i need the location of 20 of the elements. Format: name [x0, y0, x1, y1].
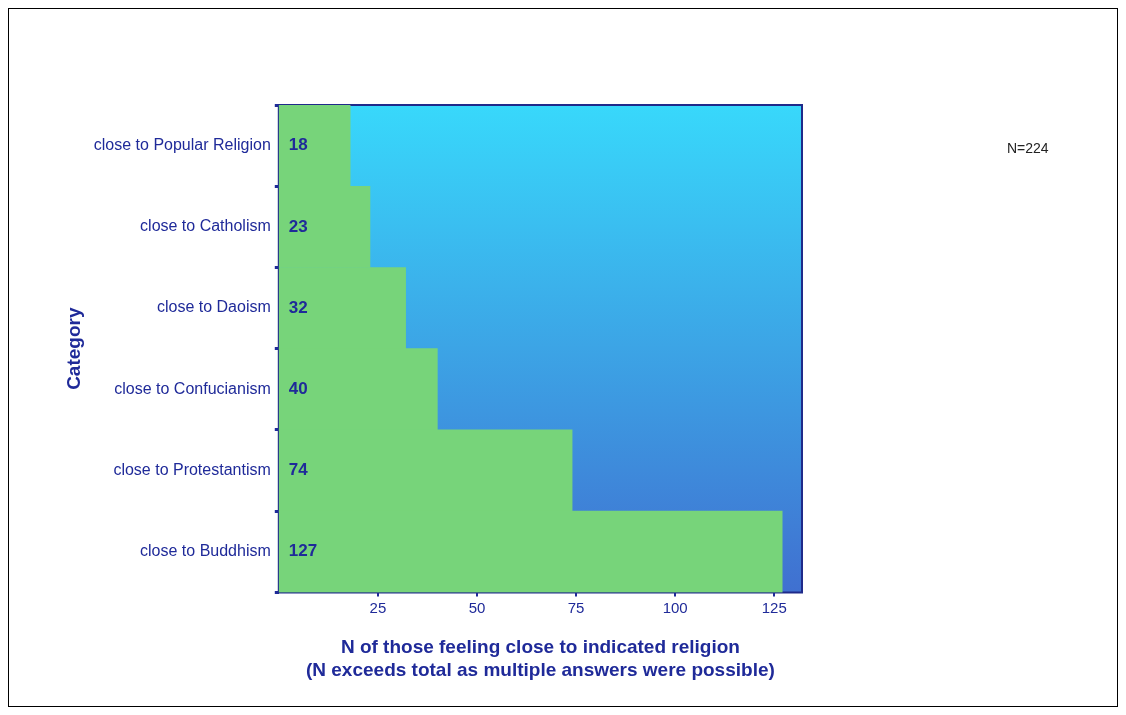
data-label: 18 — [288, 135, 308, 155]
text: N=224 — [1007, 139, 1049, 156]
x-tick-label: 50 — [468, 598, 486, 616]
y-tick-label: close to Protestantism — [113, 460, 271, 478]
y-tick-label: close to Catholism — [140, 217, 271, 235]
x-tick-label: 75 — [567, 598, 585, 616]
x-axis-title: N of those feeling close to indicated religion (N exceeds total as multiple answers were possible) — [305, 636, 775, 680]
x-tick-label: 25 — [369, 598, 387, 616]
y-tick-label: close to Confucianism — [114, 379, 271, 397]
x-tick-label: 100 — [662, 598, 688, 616]
data-label: 23 — [288, 216, 308, 236]
data-label: 127 — [288, 541, 318, 561]
y-axis-title: Category — [62, 307, 84, 390]
data-label: 40 — [288, 379, 308, 398]
y-tick-label: close to Buddhism — [140, 542, 271, 560]
x-tick-label: 125 — [761, 598, 787, 616]
y-tick-label: close to Daoism — [156, 298, 271, 316]
data-label: 32 — [288, 297, 308, 317]
y-tick-label: close to Popular Religion — [93, 136, 271, 154]
data-label: 74 — [288, 460, 309, 480]
